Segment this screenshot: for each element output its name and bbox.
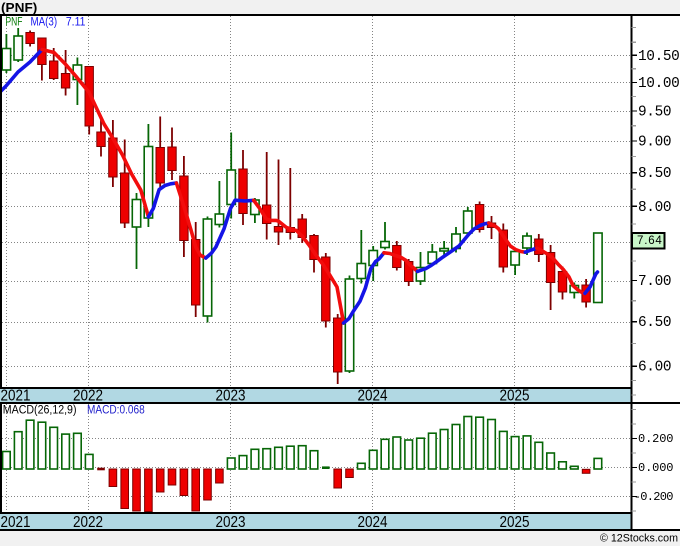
- svg-text:PNF: PNF: [6, 17, 23, 29]
- svg-text:6.00: 6.00: [638, 360, 672, 376]
- svg-text:6.50: 6.50: [638, 315, 672, 331]
- svg-text:(PNF): (PNF): [1, 0, 37, 15]
- svg-text:9.00: 9.00: [638, 135, 672, 151]
- svg-text:8.50: 8.50: [638, 166, 672, 182]
- svg-text:2025: 2025: [500, 388, 530, 405]
- svg-text:2024: 2024: [358, 514, 388, 531]
- svg-text:2022: 2022: [73, 514, 103, 531]
- svg-text:9.50: 9.50: [638, 105, 672, 121]
- svg-text:7.64: 7.64: [637, 235, 662, 247]
- svg-text:MACD:0.068: MACD:0.068: [87, 404, 145, 416]
- svg-text:7.11: 7.11: [66, 17, 86, 29]
- svg-text:8.00: 8.00: [638, 200, 672, 216]
- svg-text:2023: 2023: [216, 388, 246, 405]
- svg-text:MA(3): MA(3): [31, 17, 58, 29]
- svg-text:10.00: 10.00: [638, 76, 680, 92]
- svg-text:2025: 2025: [500, 514, 530, 531]
- svg-text:10.50: 10.50: [638, 49, 680, 65]
- svg-text:7.00: 7.00: [638, 274, 672, 290]
- svg-text:© 12Stocks.com: © 12Stocks.com: [600, 533, 678, 545]
- svg-text:0.200: 0.200: [638, 432, 674, 446]
- svg-text:2023: 2023: [216, 514, 246, 531]
- svg-text:MACD(26,12,9): MACD(26,12,9): [3, 404, 77, 416]
- svg-text:0.000: 0.000: [638, 461, 674, 475]
- svg-text:2022: 2022: [73, 388, 103, 405]
- svg-text:2021: 2021: [1, 388, 31, 405]
- svg-text:2021: 2021: [1, 514, 31, 531]
- svg-text:-0.200: -0.200: [634, 490, 674, 504]
- svg-text:2024: 2024: [358, 388, 388, 405]
